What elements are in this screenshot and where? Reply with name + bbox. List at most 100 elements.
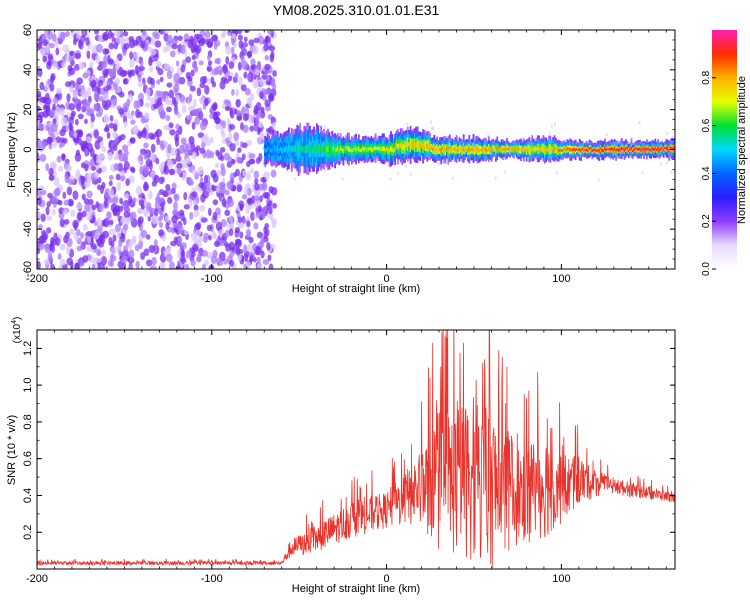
spectrogram-cell <box>268 45 276 52</box>
spectrogram-cell <box>638 147 641 151</box>
spectrogram-cell <box>214 162 220 168</box>
x-tick-label: -200 <box>26 573 48 585</box>
spectrogram-cell <box>203 174 208 184</box>
spectrogram-cell <box>91 85 98 92</box>
spectrogram-cell <box>659 147 662 151</box>
spectrogram-cell <box>194 116 201 125</box>
spectrogram-cell <box>665 161 668 165</box>
spectrogram-cell <box>571 148 574 152</box>
spectrogram-cell <box>199 147 206 154</box>
spectrogram-cell <box>176 162 183 170</box>
spectrogram-cell <box>246 243 253 254</box>
spectrogram-cell <box>126 69 133 76</box>
snr-series-line <box>37 330 675 569</box>
spectrogram-cell <box>260 210 266 219</box>
spectrogram-cell <box>39 46 47 56</box>
spectrogram-cell <box>296 144 299 152</box>
spectrogram-cell <box>207 207 212 217</box>
x-tick-label: -100 <box>201 573 223 585</box>
spectrogram-cell <box>183 192 188 201</box>
spectrogram-cell <box>60 107 65 117</box>
spectrogram-cell <box>38 224 43 230</box>
spectrogram-cell <box>97 136 103 143</box>
spectrogram-cell <box>462 146 465 151</box>
spectrogram-cell <box>135 185 143 196</box>
spectrogram-cell <box>315 144 318 153</box>
spectrogram-cell <box>286 147 289 154</box>
spectrogram-cell <box>627 149 630 152</box>
spectrogram-cell <box>342 148 345 154</box>
spectrogram-cell <box>78 129 83 138</box>
spectrogram-cell <box>107 197 113 204</box>
spectrogram-cell <box>58 142 63 149</box>
spectrogram-cell <box>188 93 193 103</box>
spectrogram-cell <box>112 234 117 242</box>
spectrogram-cell <box>60 32 67 38</box>
spectrogram-cell <box>201 263 206 269</box>
spectrogram-cell <box>239 231 244 239</box>
spectrogram-cell <box>427 143 430 148</box>
spectrogram-cell <box>86 211 93 221</box>
spectrogram-cell <box>546 148 549 152</box>
spectrogram-cell <box>77 137 82 146</box>
spectrogram-cell <box>199 96 205 104</box>
spectrogram-cell <box>363 147 366 152</box>
spectrogram-cell <box>482 148 485 152</box>
spectrogram-cell <box>548 146 550 151</box>
spectrogram-cell <box>137 80 144 88</box>
spectrogram-cell <box>384 147 387 152</box>
spectrogram-cell <box>650 148 652 152</box>
spectrogram-cell <box>151 256 157 266</box>
spectrogram-cell <box>249 168 254 174</box>
spectrogram-cell <box>605 148 608 151</box>
spectrogram-cell <box>376 146 378 151</box>
spectrogram-cell <box>37 260 41 269</box>
spectrogram-cell <box>143 248 150 257</box>
spectrogram-cell <box>91 243 97 250</box>
spectrogram-cell <box>227 75 233 82</box>
spectrogram-cell <box>56 155 62 163</box>
spectrogram-cell <box>97 264 102 269</box>
spectrogram-cell <box>250 58 256 66</box>
spectrogram-cell <box>127 256 135 264</box>
spectrogram-cell <box>608 147 611 151</box>
spectrogram-cell <box>242 124 249 133</box>
spectrogram-cell <box>55 237 61 247</box>
spectrogram-cell <box>339 146 342 151</box>
y-tick-label: 20 <box>22 104 34 116</box>
spectrogram-cell <box>640 148 643 152</box>
spectrogram-cell <box>46 136 54 144</box>
x-tick-label: -100 <box>201 273 223 285</box>
spectrogram-cell <box>212 199 219 206</box>
spectrogram-cell <box>260 250 265 259</box>
spectrogram-cell <box>84 148 89 157</box>
spectrogram-cell <box>155 157 160 165</box>
spectrogram-cell <box>90 79 97 88</box>
spectrogram-cell <box>574 148 577 152</box>
spectrogram-cell <box>250 64 256 70</box>
x-tick-label: -200 <box>26 273 48 285</box>
spectrogram-cell <box>532 148 535 152</box>
spectrogram-cell <box>513 147 515 151</box>
spectrogram-cell <box>666 131 669 135</box>
spectrogram-cell <box>493 147 496 150</box>
colorbar-tick-label: 0.4 <box>701 166 712 180</box>
spectrogram-cell <box>615 149 618 153</box>
spectrogram-cell <box>122 78 127 85</box>
spectrogram-cell <box>166 44 171 52</box>
spectrogram-cell <box>241 218 247 224</box>
spectrogram-cell <box>112 196 119 205</box>
spectrogram-cell <box>661 147 664 150</box>
spectrogram-cell <box>244 87 251 96</box>
spectrogram-cell <box>156 192 161 202</box>
spectrogram-cell <box>101 181 106 190</box>
spectrogram-cell <box>626 147 629 150</box>
spectrogram-cell <box>381 146 384 152</box>
spectrogram-cell <box>636 147 638 151</box>
spectrogram-cell <box>260 176 267 183</box>
snr-multiplier-exponent: 4 <box>11 320 18 324</box>
spectrogram-cell <box>171 38 178 45</box>
y-tick-label: 1.0 <box>22 378 34 393</box>
spectrogram-cell <box>94 140 101 150</box>
spectrogram-cell <box>100 249 106 256</box>
